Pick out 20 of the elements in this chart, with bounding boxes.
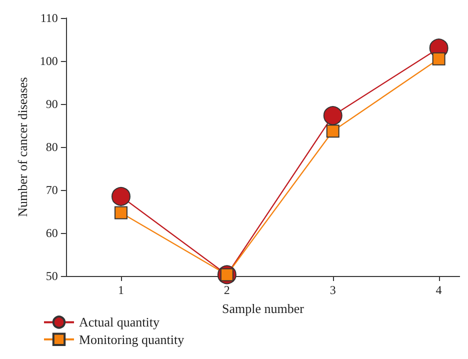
y-tick-label: 100 bbox=[40, 54, 58, 68]
legend-label: Actual quantity bbox=[79, 314, 160, 330]
legend-label: Monitoring quantity bbox=[79, 332, 185, 347]
y-tick-label: 50 bbox=[46, 269, 58, 283]
x-axis-title: Sample number bbox=[222, 301, 305, 316]
y-tick-label: 60 bbox=[46, 226, 58, 240]
x-tick-label: 2 bbox=[224, 283, 230, 297]
point bbox=[323, 106, 342, 126]
y-axis-title: Number of cancer diseases bbox=[15, 77, 30, 217]
point bbox=[326, 124, 340, 138]
y-tick-label: 90 bbox=[46, 97, 58, 111]
point bbox=[432, 52, 446, 66]
y-tick-label: 70 bbox=[46, 183, 58, 197]
point bbox=[114, 206, 128, 220]
x-tick-label: 4 bbox=[436, 283, 442, 297]
point bbox=[112, 186, 130, 206]
x-tick-label: 3 bbox=[330, 283, 336, 297]
x-tick-label: 1 bbox=[118, 283, 124, 297]
y-tick-label: 80 bbox=[46, 140, 58, 154]
y-tick-label: 110 bbox=[40, 11, 58, 25]
